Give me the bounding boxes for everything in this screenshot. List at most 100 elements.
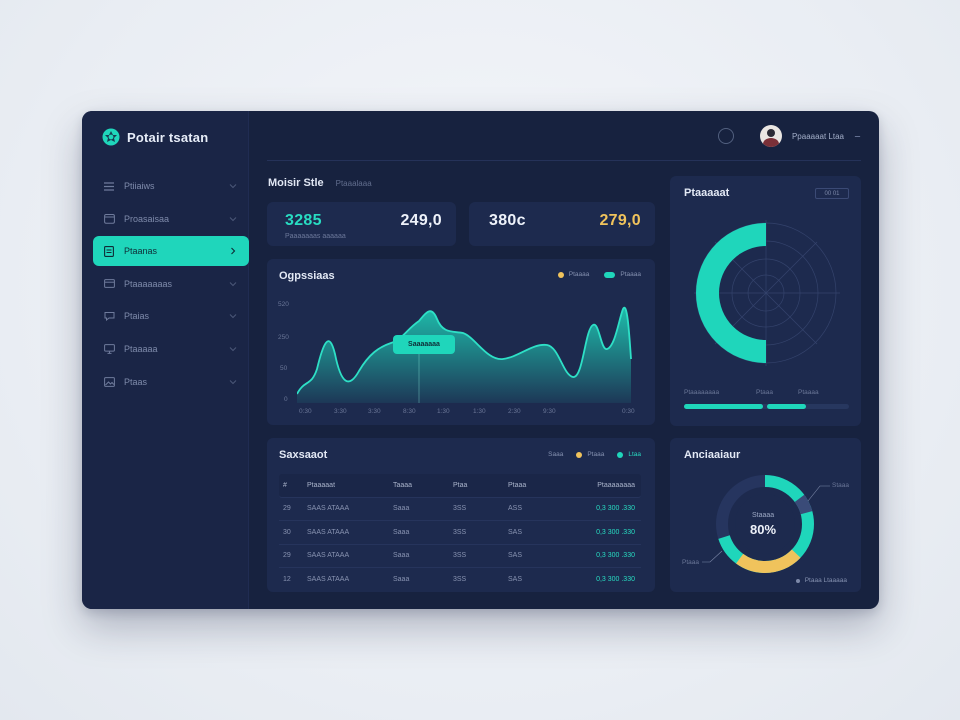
table-row[interactable]: 12 SAAS ATAAA Saaa 3SS SAS 0,3 300 .330: [279, 568, 641, 592]
x-tick: 1:30: [437, 408, 450, 415]
x-tick: 3:30: [334, 408, 347, 415]
sidebar-item-label: Proasaisaa: [124, 213, 170, 224]
user-name[interactable]: Ppaaaaat Ltaa: [791, 131, 844, 141]
table-card: Saxsaaot Saaa Ptaaa Ltaa # Ptaaaaat Taaa…: [267, 438, 655, 592]
sidebar-item-5[interactable]: Ptaias: [93, 301, 249, 331]
radar-title: Ptaaaaat: [684, 187, 730, 199]
table-cell: Saaa: [393, 576, 410, 584]
donut-chart: [716, 475, 814, 573]
sidebar-item-label: Ptaanas: [124, 246, 158, 257]
table-cell: Saaa: [393, 505, 410, 513]
table-cell: SAS: [508, 576, 523, 584]
donut-center-label: Staaaa: [752, 512, 775, 519]
data-table: # Ptaaaaat Taaaa Ptaa Ptaaa Ptaaaaaaaa 2…: [279, 474, 641, 592]
sidebar-item-3[interactable]: Ptaanas: [93, 236, 249, 267]
radar-card: Ptaaaaat 00 01 Ptaaaaaaaa Ptaaa Ptaaaa: [670, 176, 861, 426]
stat-caption: Paaaaaaas aaaaaa: [285, 233, 346, 240]
table-cell: Saaa: [393, 552, 410, 560]
donut-title: Anciaaiaur: [684, 449, 741, 461]
table-cell: Saaa: [393, 528, 410, 536]
chevron-down-icon: [229, 184, 237, 189]
radar-progress-segment: [684, 404, 763, 409]
radar-label: Ptaaa: [756, 389, 773, 396]
table-cell: SAS: [508, 552, 523, 560]
stat-card-2[interactable]: 380c 279,0: [469, 202, 655, 246]
radar-graphic: [694, 220, 840, 366]
header-actions: Ppaaaaat Ltaa: [717, 125, 861, 147]
chevron-down-icon: [229, 314, 237, 319]
radar-label: Ptaaaa: [798, 389, 819, 396]
filter-label[interactable]: Ptaaa: [587, 451, 605, 458]
donut-center-value: 80%: [750, 522, 777, 537]
table-cell: 29: [283, 552, 291, 560]
table-header-cell[interactable]: #: [283, 481, 287, 489]
table-cell: 3SS: [453, 528, 467, 536]
page-title-row: Moisir Stle Ptaaalaaa: [268, 177, 372, 189]
table-header-cell[interactable]: Taaaa: [393, 481, 413, 489]
table-row[interactable]: 30 SAAS ATAAA Saaa 3SS SAS 0,3 300 .330: [279, 521, 641, 545]
table-header-cell[interactable]: Ptaaaaaaaa: [597, 481, 635, 489]
chevron-down-icon: [229, 379, 237, 384]
legend-swatch-gold: [557, 271, 564, 278]
filter-swatch-teal: [617, 451, 624, 458]
radar-range-button[interactable]: 00 01: [815, 188, 849, 199]
table-cell: SAAS ATAAA: [307, 576, 350, 584]
y-tick: 520: [278, 301, 289, 308]
table-cell: 0,3 300 .330: [596, 505, 635, 513]
x-tick: 9:30: [543, 408, 556, 415]
area-chart-title: Ogpssiaas: [279, 270, 335, 282]
table-row[interactable]: 29 SAAS ATAAA Saaa 3SS SAS 0,3 300 .330: [279, 545, 641, 568]
page-subtitle[interactable]: Ptaaalaaa: [335, 179, 372, 188]
area-line: [297, 306, 632, 395]
sidebar-item-4[interactable]: Ptaaaaaaas: [93, 269, 249, 299]
table-row[interactable]: 29 SAAS ATAAA Saaa 3SS ASS 0,3 300 .330: [279, 498, 641, 521]
chevron-right-icon: [231, 247, 236, 255]
table-header-cell[interactable]: Ptaa: [453, 481, 468, 489]
x-tick: 8:30: [403, 408, 416, 415]
chevron-down-icon: [229, 281, 237, 286]
filter-label[interactable]: Ltaa: [628, 451, 641, 458]
y-tick: 0: [284, 396, 288, 403]
brand-name: Potair tsatan: [127, 129, 209, 145]
sidebar-item-7[interactable]: Ptaas: [93, 367, 249, 397]
table-header-cell[interactable]: Ptaaa: [508, 481, 527, 489]
donut-footer: Ptaaa Ltaaaaa: [795, 577, 847, 584]
chart-tooltip: Saaaaaaa: [393, 335, 455, 354]
sidebar-item-2[interactable]: Proasaisaa: [93, 204, 249, 234]
stat-secondary-value: 279,0: [599, 212, 641, 229]
sidebar-item-label: Ptaaaaaaas: [124, 278, 173, 289]
x-tick: 2:30: [508, 408, 521, 415]
chevron-down-icon[interactable]: [854, 133, 861, 140]
page-title: Moisir Stle: [268, 177, 324, 189]
table-header-cell[interactable]: Ptaaaaat: [307, 481, 336, 489]
area-chart-plot: [297, 306, 632, 403]
notification-icon[interactable]: [717, 128, 734, 144]
table-cell: 3SS: [453, 552, 467, 560]
sidebar-nav: Ptiiaiws Proasaisaa Ptaanas: [93, 171, 249, 399]
list-icon: [103, 180, 115, 192]
filter-label[interactable]: Saaa: [548, 451, 564, 458]
table-cell: 3SS: [453, 576, 467, 584]
chat-icon: [103, 310, 115, 322]
image-icon: [103, 376, 115, 388]
footer-swatch: [795, 578, 800, 583]
legend-label: Ptaaaa: [620, 271, 641, 278]
stat-primary-value: 380c: [489, 212, 526, 229]
stat-secondary-value: 249,0: [400, 212, 442, 229]
table-cell: 0,3 300 .330: [596, 552, 635, 560]
stat-card-1[interactable]: 3285 249,0 Paaaaaaas aaaaaa: [267, 202, 456, 246]
donut-callout: Ptaaa: [682, 559, 699, 566]
table-cell: 0,3 300 .330: [596, 528, 635, 536]
table-cell: SAAS ATAAA: [307, 552, 350, 560]
sidebar-item-6[interactable]: Ptaaaaa: [93, 334, 249, 364]
avatar[interactable]: [759, 125, 782, 147]
radar-progress: [684, 404, 849, 409]
sidebar-item-1[interactable]: Ptiiaiws: [93, 171, 249, 201]
brand[interactable]: Potair tsatan: [102, 128, 208, 146]
donut-callout: Staaa: [832, 482, 849, 489]
area-chart-legend: Ptaaaa Ptaaaa: [557, 271, 641, 278]
monitor-icon: [103, 343, 115, 355]
top-header: Ppaaaaat Ltaa: [267, 111, 861, 161]
x-tick: 3:30: [368, 408, 381, 415]
legend-label: Ptaaaa: [568, 271, 590, 278]
